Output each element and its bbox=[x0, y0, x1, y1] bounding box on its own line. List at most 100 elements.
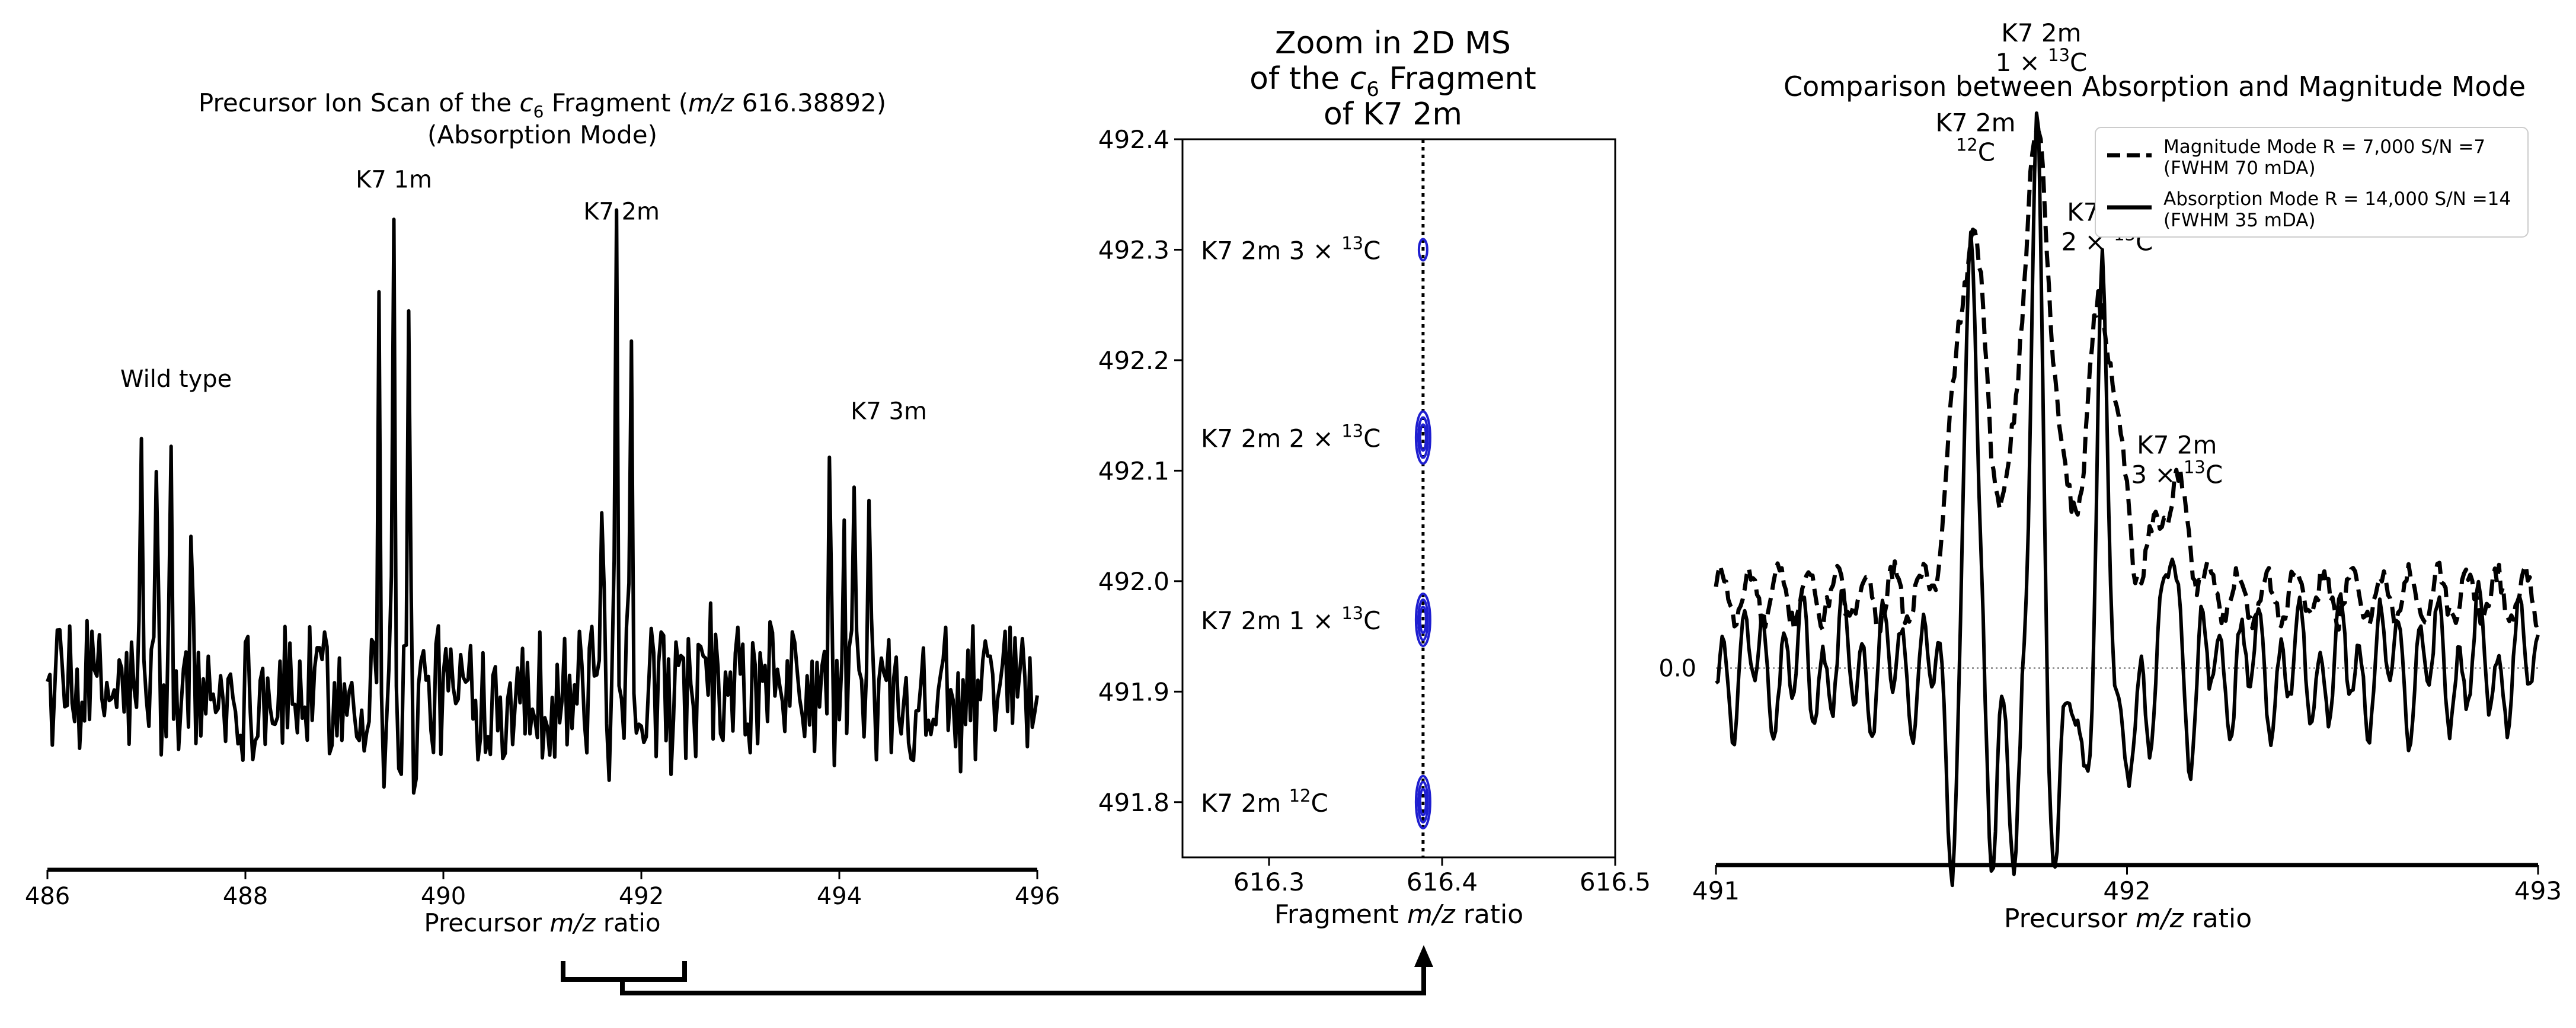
right-annotation-line-2: 1 × 13C bbox=[1996, 45, 2088, 77]
left-title-subscript: 6 bbox=[533, 102, 544, 121]
contour-ellipse bbox=[1418, 423, 1427, 452]
right-x-tick-label: 491 bbox=[1692, 876, 1740, 905]
right-annotation-line-1: K7 2m bbox=[2001, 18, 2081, 47]
mid-title-subscript: 6 bbox=[1366, 78, 1379, 101]
mid-contour-label-superscript: 13 bbox=[1341, 421, 1363, 441]
contour-ellipse bbox=[1414, 774, 1431, 830]
mid-x-tick-label: 616.3 bbox=[1233, 867, 1305, 896]
mid-title-line-2-part-1: of the bbox=[1249, 61, 1350, 97]
mid-contour-label-superscript: 12 bbox=[1289, 786, 1311, 806]
right-annotation-line-2-suffix: C bbox=[2206, 460, 2223, 489]
contour-ellipse bbox=[1418, 787, 1427, 816]
mid-y-tick-label: 492.2 bbox=[1098, 346, 1169, 375]
legend-box bbox=[2095, 127, 2529, 238]
left-x-tick-label: 496 bbox=[1015, 883, 1060, 910]
absorption-mode-line bbox=[1715, 111, 2540, 888]
mid-contour-label: K7 2m 1 × 13C bbox=[1201, 603, 1380, 635]
contour-ellipse bbox=[1417, 238, 1428, 262]
mid-xlabel: Fragment m/z ratio bbox=[1274, 899, 1523, 930]
right-annotation-line-2-suffix: C bbox=[2070, 48, 2087, 77]
mid-y-tick-label: 492.4 bbox=[1098, 125, 1169, 154]
right-annotation-line-2-prefix: 3 × bbox=[2131, 460, 2184, 489]
mid-contour-label-prefix: K7 2m 3 × bbox=[1201, 236, 1341, 265]
left-annotations: Wild type K7 1m K7 2m K7 3m bbox=[120, 166, 927, 425]
contour-ellipse bbox=[1417, 598, 1429, 642]
left-title: Precursor Ion Scan of the c6 Fragment (m… bbox=[199, 88, 886, 121]
left-title-part-3: 616.38892) bbox=[734, 88, 886, 117]
mid-contour-label-suffix: C bbox=[1363, 236, 1380, 265]
mid-xlabel-part-1: Fragment bbox=[1274, 899, 1407, 930]
left-xlabel: Precursor m/z ratio bbox=[424, 908, 660, 937]
mid-title-symbol: c bbox=[1350, 61, 1367, 97]
right-annotation-line-1: K7 2m bbox=[2137, 431, 2217, 460]
right-annotation-line-2-suffix: C bbox=[1978, 137, 1995, 166]
legend-magnitude-label-1: Magnitude Mode R = 7,000 S/N =7 bbox=[2163, 136, 2485, 158]
mid-y-tick-label: 491.9 bbox=[1098, 677, 1169, 706]
legend-absorption-label-1: Absorption Mode R = 14,000 S/N =14 bbox=[2163, 188, 2511, 210]
right-xlabel: Precursor m/z ratio bbox=[2004, 904, 2252, 934]
left-x-tick-label: 486 bbox=[25, 883, 70, 910]
contour-ellipse bbox=[1417, 416, 1429, 459]
connector-arrowhead bbox=[1414, 945, 1433, 967]
mid-contour-label-suffix: C bbox=[1363, 606, 1380, 635]
precursor-scan-panel: Precursor Ion Scan of the c6 Fragment (m… bbox=[25, 88, 1060, 937]
mid-x-tick-label: 616.5 bbox=[1580, 867, 1651, 896]
zoom-connector-arrow bbox=[561, 945, 1433, 995]
legend-magnitude-label-2: (FWHM 70 mDA) bbox=[2163, 158, 2316, 179]
mid-title-line-1: Zoom in 2D MS bbox=[1275, 25, 1511, 61]
right-x-tick-label: 493 bbox=[2514, 876, 2562, 905]
contour-ellipse bbox=[1414, 593, 1431, 648]
mid-contour-label-prefix: K7 2m 2 × bbox=[1201, 424, 1341, 453]
right-xlabel-part-2: ratio bbox=[2184, 904, 2252, 934]
left-annotation: K7 3m bbox=[851, 398, 927, 425]
mid-contour-label-prefix: K7 2m 1 × bbox=[1201, 606, 1341, 635]
right-annotation-line-2: 3 × 13C bbox=[2131, 457, 2223, 489]
right-annotation-line-2-prefix: 1 × bbox=[1996, 48, 2048, 77]
mid-title-line-3: of K7 2m bbox=[1324, 97, 1462, 132]
magnitude-mode-line bbox=[1714, 128, 2539, 633]
contour-ellipse bbox=[1418, 606, 1427, 635]
left-x-tick-label: 492 bbox=[619, 883, 664, 910]
mid-xlabel-part-2: ratio bbox=[1455, 899, 1523, 930]
mid-contour-label: K7 2m 3 × 13C bbox=[1201, 233, 1380, 265]
left-xlabel-part-2: ratio bbox=[595, 908, 660, 937]
right-annotation-line-2-superscript: 13 bbox=[2184, 457, 2206, 478]
right-xlabel-mz: m/z bbox=[2136, 904, 2184, 934]
right-annotation-line-2-superscript: 13 bbox=[2048, 45, 2070, 65]
contour-ellipse bbox=[1417, 780, 1429, 824]
left-x-tick-label: 494 bbox=[817, 883, 862, 910]
zoom-2d-ms-panel: Zoom in 2D MS of the c6 Fragment of K7 2… bbox=[1098, 25, 1651, 930]
mid-y-tick-label: 491.8 bbox=[1098, 788, 1169, 817]
left-title-mz: m/z bbox=[688, 88, 734, 117]
mid-y-ticks: 491.8 491.9 492.0 492.1 492.2 492.3 492.4 bbox=[1098, 125, 1182, 817]
left-x-tick-label: 490 bbox=[421, 883, 466, 910]
mid-title-line-2-part-2: Fragment bbox=[1379, 61, 1536, 97]
connector-line bbox=[620, 965, 1426, 995]
mid-y-tick-label: 492.1 bbox=[1098, 456, 1169, 485]
legend-absorption-label-2: (FWHM 35 mDA) bbox=[2163, 210, 2316, 231]
contour-ellipse bbox=[1414, 410, 1431, 465]
right-y-tick-label: 0.0 bbox=[1658, 655, 1696, 682]
left-subtitle: (Absorption Mode) bbox=[427, 120, 657, 149]
right-xlabel-part-1: Precursor bbox=[2004, 904, 2136, 934]
mid-contour-label-superscript: 13 bbox=[1341, 603, 1363, 623]
right-annotation-line-1: K7 2m bbox=[1935, 108, 2015, 137]
legend: Magnitude Mode R = 7,000 S/N =7 (FWHM 70… bbox=[2095, 127, 2529, 238]
mid-title-line-2: of the c6 Fragment bbox=[1249, 61, 1536, 101]
mid-contour-label-superscript: 13 bbox=[1341, 233, 1363, 253]
mid-y-tick-label: 492.3 bbox=[1098, 235, 1169, 264]
right-x-tick-label: 492 bbox=[2103, 876, 2150, 905]
left-xlabel-part-1: Precursor bbox=[424, 908, 549, 937]
left-x-tick-label: 488 bbox=[223, 883, 268, 910]
left-title-symbol: c bbox=[519, 88, 533, 117]
mid-x-ticks: 616.3 616.4 616.5 bbox=[1233, 857, 1651, 896]
mid-xlabel-mz: m/z bbox=[1407, 899, 1456, 930]
mid-contour-label-suffix: C bbox=[1363, 424, 1380, 453]
right-x-ticks: 491 492 493 bbox=[1692, 865, 2562, 905]
left-xlabel-mz: m/z bbox=[549, 908, 596, 937]
left-annotation: Wild type bbox=[120, 366, 232, 393]
left-spectrum-line bbox=[46, 208, 1039, 795]
mid-contour-label: K7 2m 12C bbox=[1201, 786, 1328, 818]
